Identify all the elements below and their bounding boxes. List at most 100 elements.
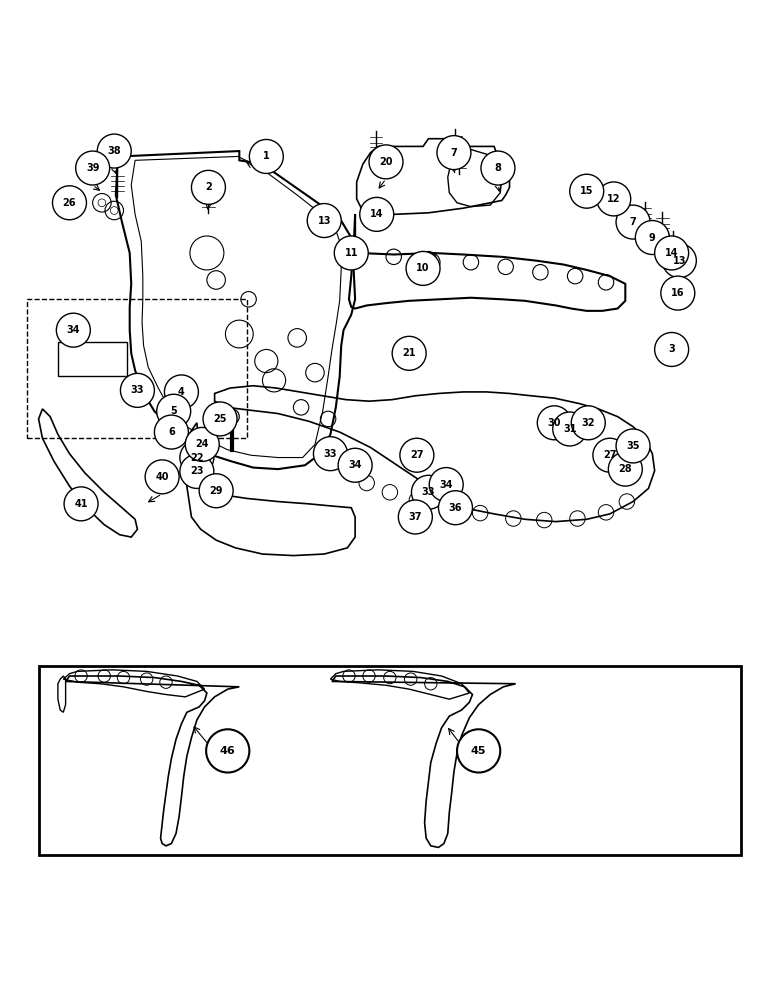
Circle shape <box>154 415 188 449</box>
Text: 34: 34 <box>66 325 80 335</box>
Text: 13: 13 <box>317 216 331 226</box>
Circle shape <box>616 205 650 239</box>
Text: 31: 31 <box>563 424 577 434</box>
Text: 45: 45 <box>471 746 486 756</box>
Text: 26: 26 <box>63 198 76 208</box>
Circle shape <box>661 276 695 310</box>
Circle shape <box>608 452 642 486</box>
Circle shape <box>307 204 341 238</box>
Circle shape <box>199 474 233 508</box>
Text: 46: 46 <box>220 746 235 756</box>
Text: 33: 33 <box>130 385 144 395</box>
Text: 11: 11 <box>344 248 358 258</box>
Circle shape <box>206 729 249 773</box>
Text: 2: 2 <box>205 182 212 192</box>
Text: 15: 15 <box>580 186 594 196</box>
Text: 25: 25 <box>213 414 227 424</box>
Circle shape <box>56 313 90 347</box>
Circle shape <box>157 394 191 428</box>
Text: 29: 29 <box>209 486 223 496</box>
Circle shape <box>655 332 689 366</box>
Text: 5: 5 <box>171 406 177 416</box>
Text: 37: 37 <box>408 512 422 522</box>
Bar <box>58 342 127 376</box>
Text: 28: 28 <box>618 464 632 474</box>
Circle shape <box>400 438 434 472</box>
Circle shape <box>360 197 394 231</box>
Text: 3: 3 <box>669 344 675 354</box>
Circle shape <box>191 170 225 204</box>
Text: 36: 36 <box>449 503 462 513</box>
Circle shape <box>457 729 500 773</box>
Text: 14: 14 <box>370 209 384 219</box>
Circle shape <box>570 174 604 208</box>
Text: 12: 12 <box>607 194 621 204</box>
Text: 33: 33 <box>422 487 435 497</box>
Circle shape <box>593 438 627 472</box>
Circle shape <box>411 475 445 509</box>
Text: 10: 10 <box>416 263 430 273</box>
Circle shape <box>392 336 426 370</box>
Circle shape <box>224 409 239 424</box>
Text: 8: 8 <box>495 163 501 173</box>
Circle shape <box>249 139 283 173</box>
Text: 27: 27 <box>603 450 617 460</box>
Bar <box>27 299 247 438</box>
Text: 30: 30 <box>547 418 561 428</box>
Text: 23: 23 <box>190 466 204 476</box>
Text: 1: 1 <box>263 151 269 161</box>
Text: 39: 39 <box>86 163 100 173</box>
Circle shape <box>406 251 440 285</box>
Text: 13: 13 <box>672 256 686 266</box>
Circle shape <box>334 236 368 270</box>
Circle shape <box>616 429 650 463</box>
Circle shape <box>635 221 669 255</box>
Circle shape <box>481 151 515 185</box>
Circle shape <box>398 500 432 534</box>
Circle shape <box>437 136 471 170</box>
Text: 20: 20 <box>379 157 393 167</box>
Text: 14: 14 <box>665 248 679 258</box>
Circle shape <box>97 134 131 168</box>
Text: 6: 6 <box>168 427 174 437</box>
Circle shape <box>145 460 179 494</box>
Text: 27: 27 <box>410 450 424 460</box>
Circle shape <box>537 406 571 440</box>
Text: 24: 24 <box>195 439 209 449</box>
Text: 34: 34 <box>439 480 453 490</box>
Circle shape <box>64 487 98 521</box>
Circle shape <box>120 373 154 407</box>
Circle shape <box>180 454 214 488</box>
Text: 32: 32 <box>581 418 595 428</box>
Circle shape <box>164 375 198 409</box>
Circle shape <box>553 412 587 446</box>
Circle shape <box>369 145 403 179</box>
Text: 7: 7 <box>630 217 636 227</box>
Text: 38: 38 <box>107 146 121 156</box>
Text: 21: 21 <box>402 348 416 358</box>
Circle shape <box>597 182 631 216</box>
Circle shape <box>429 468 463 502</box>
Circle shape <box>180 441 214 475</box>
Circle shape <box>203 402 237 436</box>
Text: 35: 35 <box>626 441 640 451</box>
Text: 34: 34 <box>348 460 362 470</box>
Text: 33: 33 <box>323 449 337 459</box>
Text: 16: 16 <box>671 288 685 298</box>
Text: 9: 9 <box>649 233 655 243</box>
Text: 40: 40 <box>155 472 169 482</box>
Text: 41: 41 <box>74 499 88 509</box>
Circle shape <box>185 427 219 461</box>
Circle shape <box>662 244 696 278</box>
Bar <box>39 666 741 855</box>
Text: 7: 7 <box>451 148 457 158</box>
Circle shape <box>438 491 472 525</box>
Circle shape <box>338 448 372 482</box>
Circle shape <box>313 437 347 471</box>
Text: 22: 22 <box>190 453 204 463</box>
Circle shape <box>76 151 110 185</box>
Circle shape <box>655 236 689 270</box>
Text: 4: 4 <box>178 387 185 397</box>
Circle shape <box>571 406 605 440</box>
Circle shape <box>52 186 86 220</box>
